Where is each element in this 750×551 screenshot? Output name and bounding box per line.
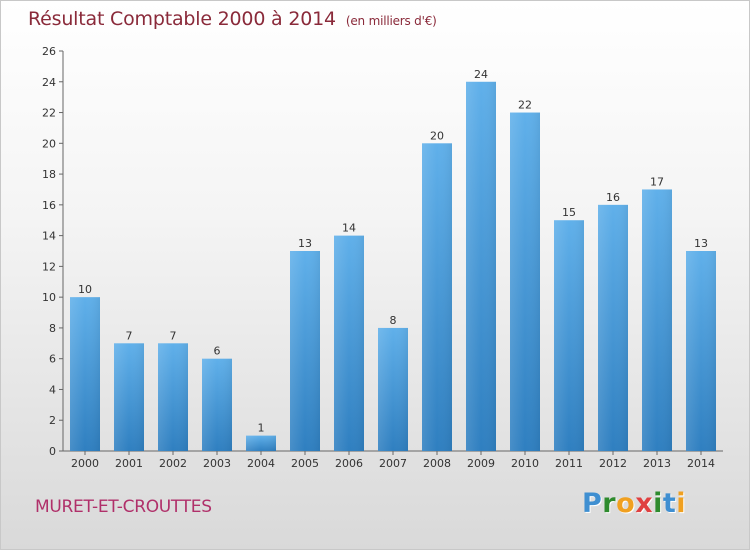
x-tick-label: 2000 <box>71 457 99 470</box>
x-tick-label: 2009 <box>467 457 495 470</box>
y-tick-label: 26 <box>42 45 56 58</box>
y-tick-label: 14 <box>42 230 56 243</box>
x-tick-label: 2001 <box>115 457 143 470</box>
bar-value-label: 16 <box>606 191 620 204</box>
chart-subtitle: (en milliers d'€) <box>345 14 437 28</box>
x-tick-label: 2002 <box>159 457 187 470</box>
y-tick-label: 0 <box>49 445 56 458</box>
bar-value-label: 20 <box>430 129 444 142</box>
y-tick-label: 10 <box>42 291 56 304</box>
x-tick-label: 2007 <box>379 457 407 470</box>
x-tick-label: 2014 <box>687 457 715 470</box>
bar-value-label: 6 <box>214 345 221 358</box>
bar-shine <box>642 189 672 451</box>
commune-name: MURET-ET-CROUTTES <box>35 497 212 517</box>
x-tick-label: 2010 <box>511 457 539 470</box>
y-tick-label: 4 <box>49 383 56 396</box>
bar-shine <box>202 358 232 451</box>
bar-value-label: 1 <box>258 422 265 435</box>
chart-title: Résultat Comptable 2000 à 2014 (en millie… <box>28 8 437 34</box>
bar-value-label: 8 <box>390 314 397 327</box>
bar-shine <box>334 235 364 451</box>
chart-title-text: Résultat Comptable 2000 à 2014 <box>28 8 336 30</box>
bar-shine <box>158 343 188 451</box>
bar-shine <box>246 435 276 451</box>
logo-letter: r <box>602 488 617 519</box>
bar-value-label: 15 <box>562 206 576 219</box>
bar-shine <box>686 251 716 451</box>
bar-shine <box>510 112 540 452</box>
y-tick-label: 20 <box>42 137 56 150</box>
x-tick-label: 2005 <box>291 457 319 470</box>
bar-value-label: 7 <box>126 329 133 342</box>
y-tick-label: 24 <box>42 76 56 89</box>
y-tick-label: 22 <box>42 107 56 120</box>
x-tick-label: 2004 <box>247 457 275 470</box>
y-tick-label: 2 <box>49 414 56 427</box>
bar-value-label: 17 <box>650 175 664 188</box>
y-tick-label: 12 <box>42 260 56 273</box>
bar-value-label: 13 <box>694 237 708 250</box>
bar-value-label: 7 <box>170 329 177 342</box>
bar-shine <box>422 143 452 452</box>
bar-value-label: 14 <box>342 222 356 235</box>
bars: 10 7 7 6 1 13 14 8 20 24 22 15 16 17 13 <box>70 68 716 452</box>
x-tick-label: 2012 <box>599 457 627 470</box>
logo-letter: t <box>662 488 677 519</box>
bar-shine <box>114 343 144 451</box>
bar-shine <box>70 297 100 451</box>
y-tick-label: 18 <box>42 168 56 181</box>
x-tick-label: 2008 <box>423 457 451 470</box>
bar-shine <box>598 204 628 451</box>
logo-letter: i <box>676 488 687 519</box>
proxiti-logo[interactable]: Proxiti <box>582 488 686 519</box>
bar-shine <box>466 81 496 452</box>
bar-shine <box>554 220 584 451</box>
bar-value-label: 24 <box>474 68 488 81</box>
x-tick-label: 2003 <box>203 457 231 470</box>
y-tick-label: 8 <box>49 322 56 335</box>
x-tick-label: 2006 <box>335 457 363 470</box>
x-tick-label: 2011 <box>555 457 583 470</box>
bar-shine <box>378 327 408 451</box>
bar-value-label: 10 <box>78 283 92 296</box>
bar-value-label: 13 <box>298 237 312 250</box>
y-tick-label: 6 <box>49 353 56 366</box>
y-tick-label: 16 <box>42 199 56 212</box>
logo-letter: P <box>582 488 603 519</box>
x-tick-label: 2013 <box>643 457 671 470</box>
bar-shine <box>290 251 320 451</box>
logo-letter: i <box>653 488 663 519</box>
logo-letter: x <box>635 488 654 519</box>
logo-letter: o <box>616 488 636 519</box>
bar-value-label: 22 <box>518 99 532 112</box>
